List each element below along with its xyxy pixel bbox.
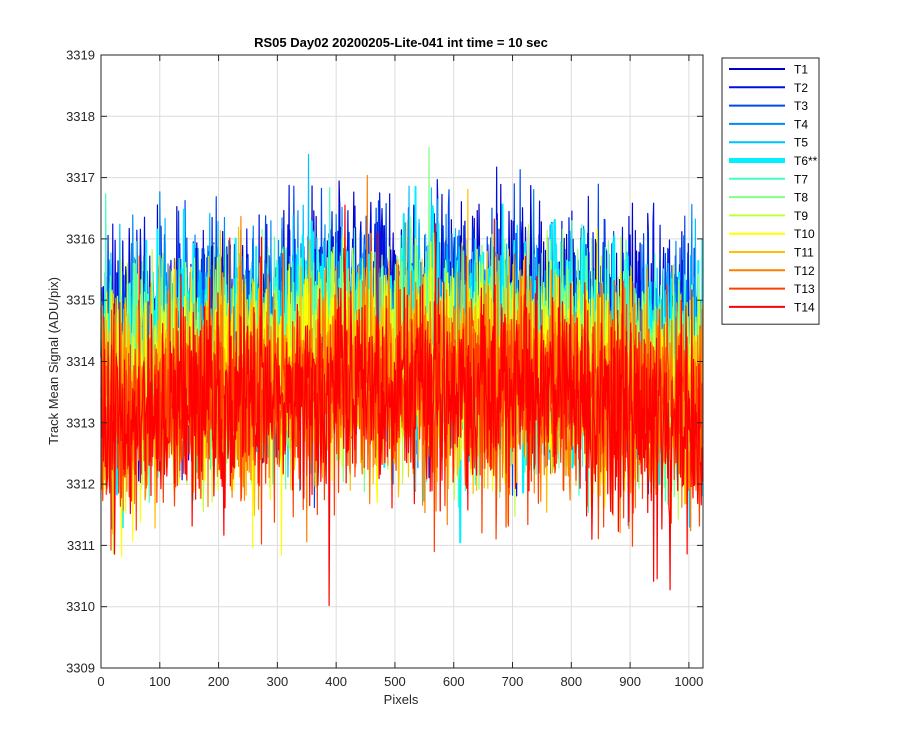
legend-label: T3 [794, 99, 808, 113]
y-tick-label: 3311 [67, 538, 95, 553]
legend-label: T10 [794, 227, 815, 241]
y-axis-title: Track Mean Signal (ADU/pix) [46, 277, 61, 445]
legend-label: T11 [794, 246, 814, 260]
legend-label: T14 [794, 300, 815, 314]
y-tick-label: 3313 [66, 415, 95, 430]
legend-label: T9 [794, 209, 808, 223]
x-tick-label: 0 [97, 674, 104, 689]
x-tick-label: 900 [619, 674, 641, 689]
x-tick-label: 500 [384, 674, 406, 689]
y-tick-label: 3315 [66, 293, 95, 308]
y-tick-label: 3310 [66, 599, 95, 614]
legend-label: T1 [794, 63, 808, 77]
y-tick-label: 3316 [66, 231, 95, 246]
x-tick-label: 200 [208, 674, 230, 689]
series-line-t14 [100, 204, 704, 607]
x-tick-label: 400 [325, 674, 347, 689]
legend-label: T4 [794, 117, 808, 131]
y-tick-label: 3319 [66, 48, 95, 63]
legend-label: T2 [794, 81, 808, 95]
x-tick-label: 800 [560, 674, 582, 689]
x-tick-label: 300 [267, 674, 289, 689]
y-tick-label: 3309 [66, 661, 95, 676]
series-layer [100, 146, 704, 607]
legend-label: T6** [794, 154, 818, 168]
y-tick-label: 3318 [66, 109, 95, 124]
legend: T1 T2 T3 T4 T5 T6** T7 T8 T9 T10 T11 T12 T13 T14 [721, 57, 820, 325]
y-tick-label: 3317 [66, 170, 95, 185]
x-axis-title: Pixels [384, 692, 419, 707]
y-tick-label: 3312 [66, 477, 95, 492]
x-tick-label: 1000 [674, 674, 703, 689]
x-tick-label: 600 [443, 674, 465, 689]
legend-label: T5 [794, 136, 808, 150]
legend-label: T8 [794, 191, 808, 205]
legend-label: T12 [794, 264, 815, 278]
legend-label: T7 [794, 172, 808, 186]
ticks-layer: 0 100 200 300 400 500 600 700 800 900 1000 3309 3310… [66, 48, 703, 690]
x-tick-label: 100 [149, 674, 171, 689]
chart-title: RS05 Day02 20200205-Lite-041 int time = … [254, 35, 548, 50]
x-tick-label: 700 [502, 674, 524, 689]
legend-label: T13 [794, 282, 815, 296]
y-tick-label: 3314 [66, 354, 95, 369]
legend-box [721, 57, 820, 325]
